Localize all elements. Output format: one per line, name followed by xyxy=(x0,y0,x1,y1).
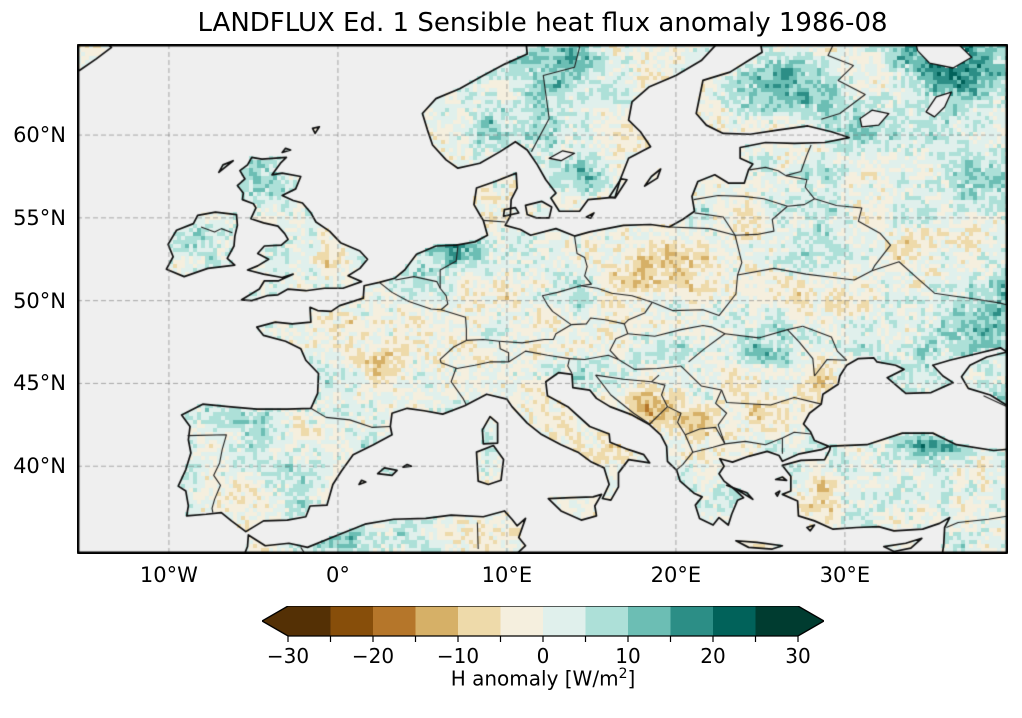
colorbar-tick-label: 10 xyxy=(615,644,641,668)
colorbar-segment xyxy=(543,606,586,636)
x-tick-label: 10°W xyxy=(139,563,198,587)
colorbar-segment xyxy=(670,606,714,636)
colorbar-segment xyxy=(628,606,671,636)
colorbar-label-close: ] xyxy=(627,666,636,691)
colorbar-segment xyxy=(713,606,756,636)
colorbar-tick-label: 30 xyxy=(785,644,811,668)
colorbar-segment xyxy=(415,606,459,636)
map-panel xyxy=(77,44,1008,554)
colorbar-tick-label: −30 xyxy=(266,644,310,668)
colorbar-arrow-right xyxy=(798,606,824,636)
colorbar-segment xyxy=(288,606,331,636)
y-tick-label: 45°N xyxy=(13,371,66,396)
colorbar-segment xyxy=(330,606,374,636)
y-tick-label: 55°N xyxy=(13,205,66,230)
colorbar-label-sup: 2 xyxy=(618,666,628,682)
map-canvas xyxy=(77,44,1008,554)
colorbar-segment xyxy=(585,606,629,636)
colorbar-segment xyxy=(458,606,501,636)
x-tick-label: 10°E xyxy=(481,563,533,587)
colorbar-arrow-left xyxy=(262,606,288,636)
colorbar-tick-label: −20 xyxy=(351,644,395,668)
colorbar-tick-label: 0 xyxy=(536,644,550,668)
figure-title: LANDFLUX Ed. 1 Sensible heat flux anomal… xyxy=(197,8,888,38)
colorbar-label-text: H anomaly [W/m xyxy=(450,666,619,691)
x-tick-label: 20°E xyxy=(650,563,702,587)
colorbar-segment xyxy=(373,606,416,636)
x-tick-label: 30°E xyxy=(819,563,871,587)
colorbar-label: H anomaly [W/m2] xyxy=(262,666,824,691)
y-tick-label: 50°N xyxy=(13,288,66,313)
colorbar-tick-label: −10 xyxy=(436,644,480,668)
colorbar-segment xyxy=(755,606,799,636)
colorbar-tick-label: 20 xyxy=(700,644,726,668)
x-tick-label: 0° xyxy=(325,563,350,587)
colorbar-segment xyxy=(500,606,544,636)
y-tick-label: 60°N xyxy=(13,123,66,148)
colorbar xyxy=(262,606,824,642)
y-tick-label: 40°N xyxy=(13,454,66,479)
